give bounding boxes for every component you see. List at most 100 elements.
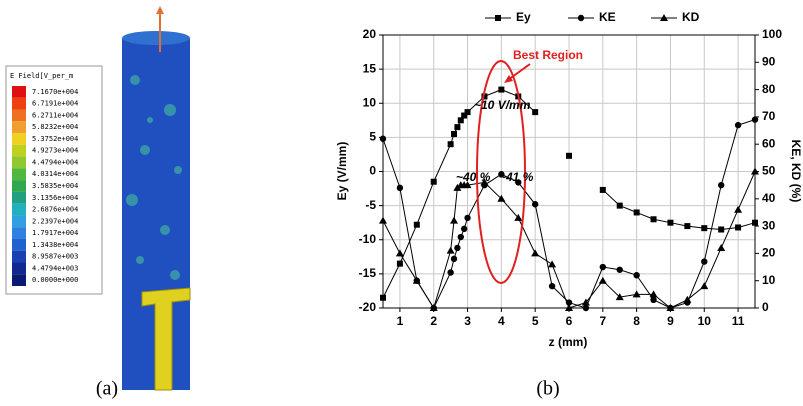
caption: (a) [96, 378, 118, 400]
x-tick-label: 2 [430, 314, 437, 328]
y-tick-label: 20 [363, 27, 377, 41]
color-swatch [12, 274, 26, 286]
color-swatch [12, 192, 26, 204]
colorbar-label: 6.7191e+004 [32, 100, 78, 108]
colorbar-label: 6.2711e+004 [32, 111, 78, 119]
x-tick-label: 9 [667, 314, 674, 328]
page: E Field[V_per_m 7.1670e+004 6.7191e+004 6.… [0, 0, 803, 406]
data-point [566, 153, 572, 159]
data-point [549, 283, 555, 289]
data-point [718, 182, 724, 188]
color-swatch [12, 180, 26, 192]
data-point [454, 245, 460, 251]
y-tick-label: -15 [359, 266, 377, 280]
colorbar: 7.1670e+004 6.7191e+004 6.2711e+004 5.8232e… [12, 86, 78, 286]
data-point [634, 209, 640, 215]
data-point [734, 206, 742, 213]
data-point [397, 185, 403, 191]
color-swatch [12, 121, 26, 133]
colorbar-label: 0.0000e+000 [32, 276, 78, 284]
data-point [532, 109, 538, 115]
data-point [380, 136, 386, 142]
legend-title: E Field[V_per_m [10, 72, 73, 80]
y2-tick-label: 20 [762, 246, 776, 260]
cylinder [122, 6, 190, 390]
colorbar-label: 8.9587e+003 [32, 253, 78, 261]
legend-marker [495, 15, 501, 21]
color-swatch [12, 239, 26, 251]
legend-label: Ey [516, 10, 531, 24]
x-tick-label: 5 [532, 314, 539, 328]
color-swatch [12, 86, 26, 98]
y2-tick-label: 50 [762, 164, 776, 178]
data-point [464, 215, 470, 221]
y2-axis-label: KE, KD (%) [789, 140, 803, 203]
y-tick-label: -20 [359, 300, 377, 314]
x-tick-label: 10 [698, 314, 712, 328]
data-point [700, 282, 708, 289]
y-tick-label: 5 [369, 130, 376, 144]
colorbar-label: 4.4794e+003 [32, 264, 78, 272]
color-swatch [12, 204, 26, 216]
y-tick-label: -10 [359, 232, 377, 246]
data-point [451, 256, 457, 262]
data-point [397, 261, 403, 267]
data-point [548, 260, 556, 267]
color-swatch [12, 98, 26, 110]
figure: E Field[V_per_m 7.1670e+004 6.7191e+004 6.… [0, 0, 803, 406]
data-point [650, 297, 656, 303]
color-swatch [12, 168, 26, 180]
data-point [633, 272, 639, 278]
colorbar-label: 7.1670e+004 [32, 88, 78, 96]
data-point [684, 223, 690, 229]
legend-label: KE [599, 10, 616, 24]
legend-label: KD [682, 10, 700, 24]
data-point [461, 226, 467, 232]
color-swatch [12, 262, 26, 274]
data-point [651, 216, 657, 222]
data-point [718, 227, 724, 233]
data-point [701, 225, 707, 231]
colorbar-label: 5.8232e+004 [32, 123, 78, 131]
data-point [380, 295, 386, 301]
y2-tick-label: 30 [762, 218, 776, 232]
data-point [752, 220, 758, 226]
colorbar-label: 1.7917e+004 [32, 229, 78, 237]
data-point [532, 201, 538, 207]
annotation: ~40 % [456, 170, 491, 184]
color-swatch [12, 110, 26, 122]
annotation: Best Region [513, 48, 583, 62]
annotation: ~10 V/mm [474, 98, 531, 112]
x-tick-label: 4 [498, 314, 505, 328]
x-tick-label: 1 [397, 314, 404, 328]
y2-tick-label: 100 [762, 27, 782, 41]
colorbar-label: 2.2397e+004 [32, 217, 78, 225]
colorbar-label: 4.4794e+004 [32, 158, 78, 166]
y-axis-label: Ey (V/mm) [335, 142, 349, 201]
y-tick-label: 10 [363, 95, 377, 109]
annotation: ~41 % [499, 170, 534, 184]
x-axis-label: z (mm) [549, 335, 588, 349]
data-point [600, 264, 606, 270]
caption: (b) [536, 378, 559, 400]
data-point [498, 87, 504, 93]
y2-tick-label: 60 [762, 136, 776, 150]
colorbar-label: 1.3438e+004 [32, 241, 78, 249]
data-point [735, 122, 741, 128]
data-point [414, 222, 420, 228]
x-tick-label: 7 [599, 314, 606, 328]
data-point [396, 249, 404, 256]
data-point [448, 141, 454, 147]
x-tick-label: 3 [464, 314, 471, 328]
data-point [454, 124, 460, 130]
color-swatch [12, 251, 26, 263]
data-point [465, 109, 471, 115]
colorbar-label: 4.0314e+004 [32, 170, 78, 178]
data-point [701, 258, 707, 264]
x-tick-label: 6 [566, 314, 573, 328]
data-point [447, 269, 453, 275]
data-point [717, 244, 725, 251]
data-point [617, 203, 623, 209]
data-point [752, 116, 758, 122]
data-point [583, 305, 589, 311]
